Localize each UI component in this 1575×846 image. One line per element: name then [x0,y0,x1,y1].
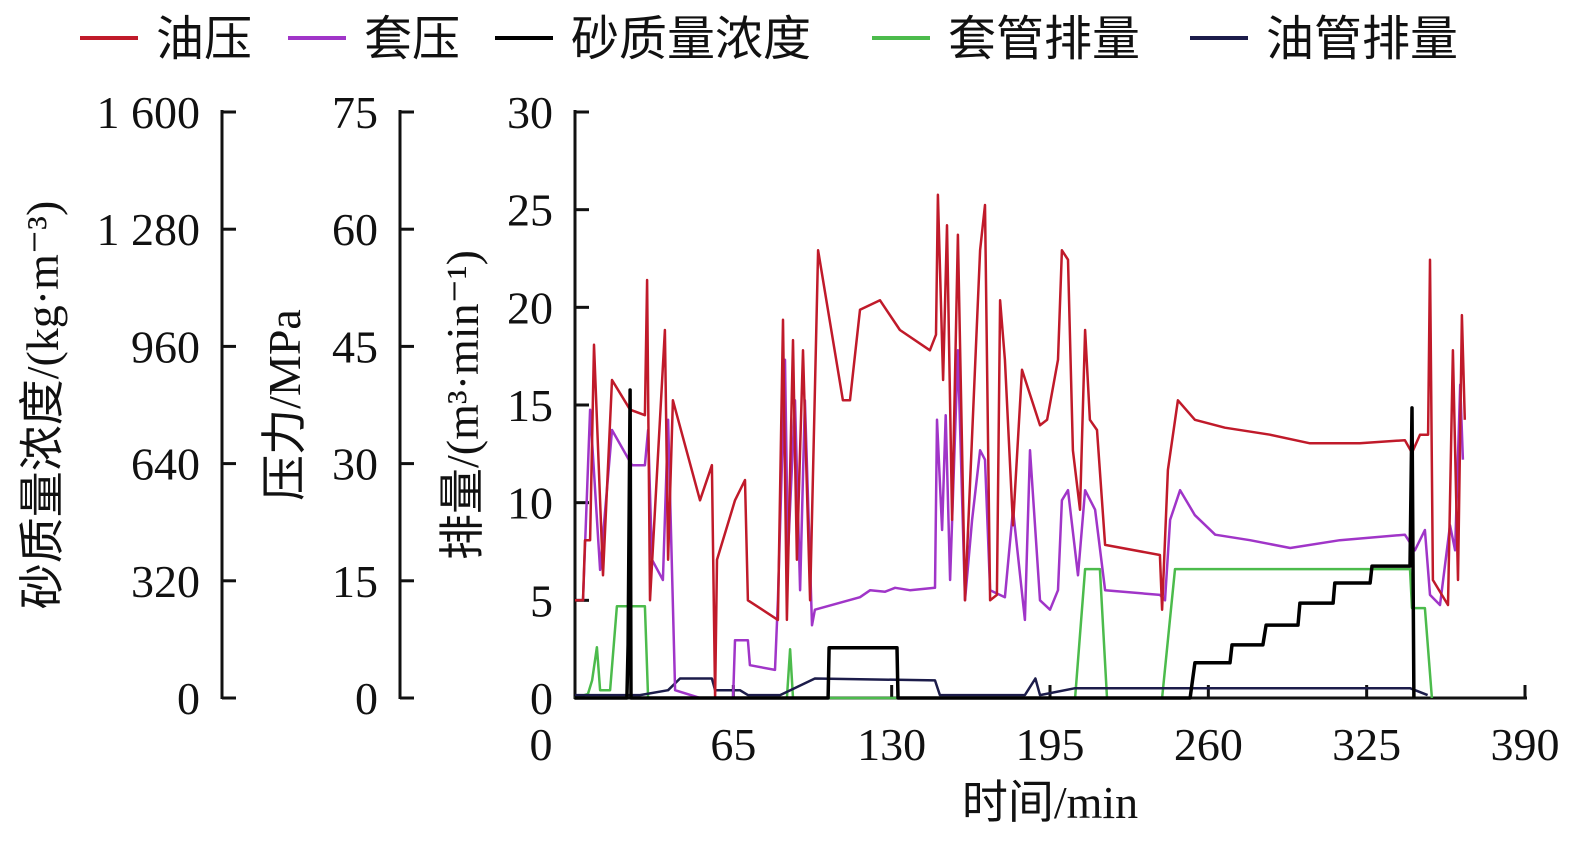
series-line-0 [575,193,1467,700]
sand-tick-label: 960 [131,321,200,372]
x-tick-label: 390 [1491,719,1560,770]
pressure-axis-title: 压力/MPa [259,309,310,501]
pressure-tick-label: 45 [332,321,378,372]
x-axis: 0 65 130 195 260 325 390 时间/min [530,685,1560,828]
pressure-tick-label: 0 [355,673,378,724]
legend-label: 砂质量浓度 [571,13,811,66]
series-line-3 [574,567,1434,700]
series-line-4 [575,677,1429,697]
series-group [574,193,1467,700]
rate-tick-label: 15 [507,380,553,431]
legend-label: 套管排量 [948,13,1140,66]
legend-label: 油管排量 [1266,13,1458,66]
sand-tick-label: 640 [131,439,200,490]
sand-axis-title: 砂质量浓度/(kg·m⁻³) [17,201,68,610]
x-tick-label: 130 [857,719,926,770]
legend-item: 砂质量浓度 [495,13,811,66]
x-tick-label: 0 [530,719,553,770]
rate-tick-label: 30 [507,87,553,138]
pressure-axis: 0 15 30 45 60 75 压力/MPa [259,87,414,724]
x-tick-label: 325 [1332,719,1401,770]
legend-item: 套管排量 [872,13,1140,66]
legend-item: 油管排量 [1190,13,1458,66]
legend-item: 套压 [288,13,460,66]
pressure-tick-label: 75 [332,87,378,138]
rate-tick-label: 0 [530,673,553,724]
x-tick-label: 65 [710,719,756,770]
sand-tick-label: 1 280 [97,204,201,255]
pressure-tick-label: 60 [332,204,378,255]
sand-tick-label: 0 [177,673,200,724]
series-line-2 [575,388,1416,700]
sand-axis: 0 320 640 960 1 280 1 600 砂质量浓度/(kg·m⁻³) [17,87,236,724]
x-tick-label: 260 [1174,719,1243,770]
sand-tick-label: 1 600 [97,87,201,138]
x-axis-title: 时间/min [962,777,1138,828]
x-tick-label: 195 [1016,719,1085,770]
rate-tick-label: 25 [507,185,553,236]
rate-axis-title: 排量/(m³·min⁻¹) [437,250,488,560]
rate-axis: 0 5 10 15 20 25 30 排量/(m³·min⁻¹) [437,87,589,724]
rate-tick-label: 20 [507,282,553,333]
rate-tick-label: 5 [530,575,553,626]
legend-label: 套压 [364,13,460,66]
pressure-tick-label: 15 [332,556,378,607]
legend: 油压 套压 砂质量浓度 套管排量 油管排量 [80,13,1458,66]
legend-label: 油压 [156,13,252,66]
sand-tick-label: 320 [131,556,200,607]
rate-tick-label: 10 [507,478,553,529]
legend-item: 油压 [80,13,252,66]
pressure-tick-label: 30 [332,439,378,490]
